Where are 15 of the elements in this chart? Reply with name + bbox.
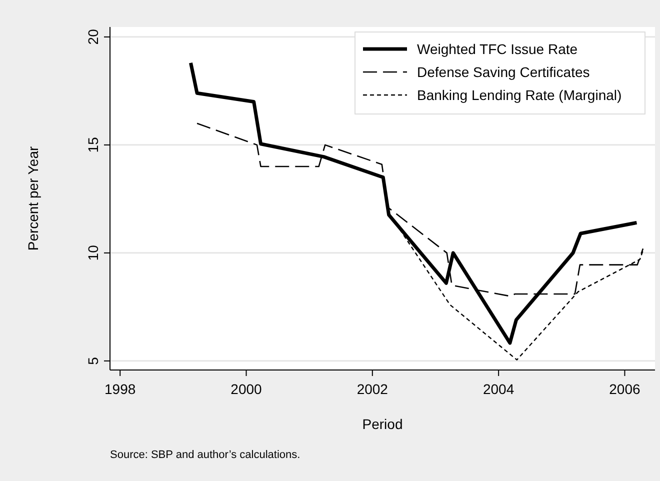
x-tick-label: 1998 (104, 381, 136, 397)
y-tick-label: 15 (85, 136, 101, 153)
y-tick-label: 10 (85, 244, 101, 261)
x-axis-title: Period (362, 416, 403, 432)
source-note: Source: SBP and author’s calculations. (110, 449, 300, 461)
x-tick-label: 2002 (356, 381, 388, 397)
x-tick-label: 2006 (609, 381, 641, 397)
legend-label: Weighted TFC Issue Rate (417, 41, 578, 57)
x-tick-label: 2004 (482, 381, 514, 397)
legend-label: Defense Saving Certificates (417, 64, 590, 80)
y-tick-label: 20 (85, 28, 101, 45)
legend-label: Banking Lending Rate (Marginal) (417, 87, 622, 103)
y-axis-title: Percent per Year (25, 146, 41, 251)
y-tick-label: 5 (85, 356, 101, 365)
x-tick-label: 2000 (230, 381, 262, 397)
